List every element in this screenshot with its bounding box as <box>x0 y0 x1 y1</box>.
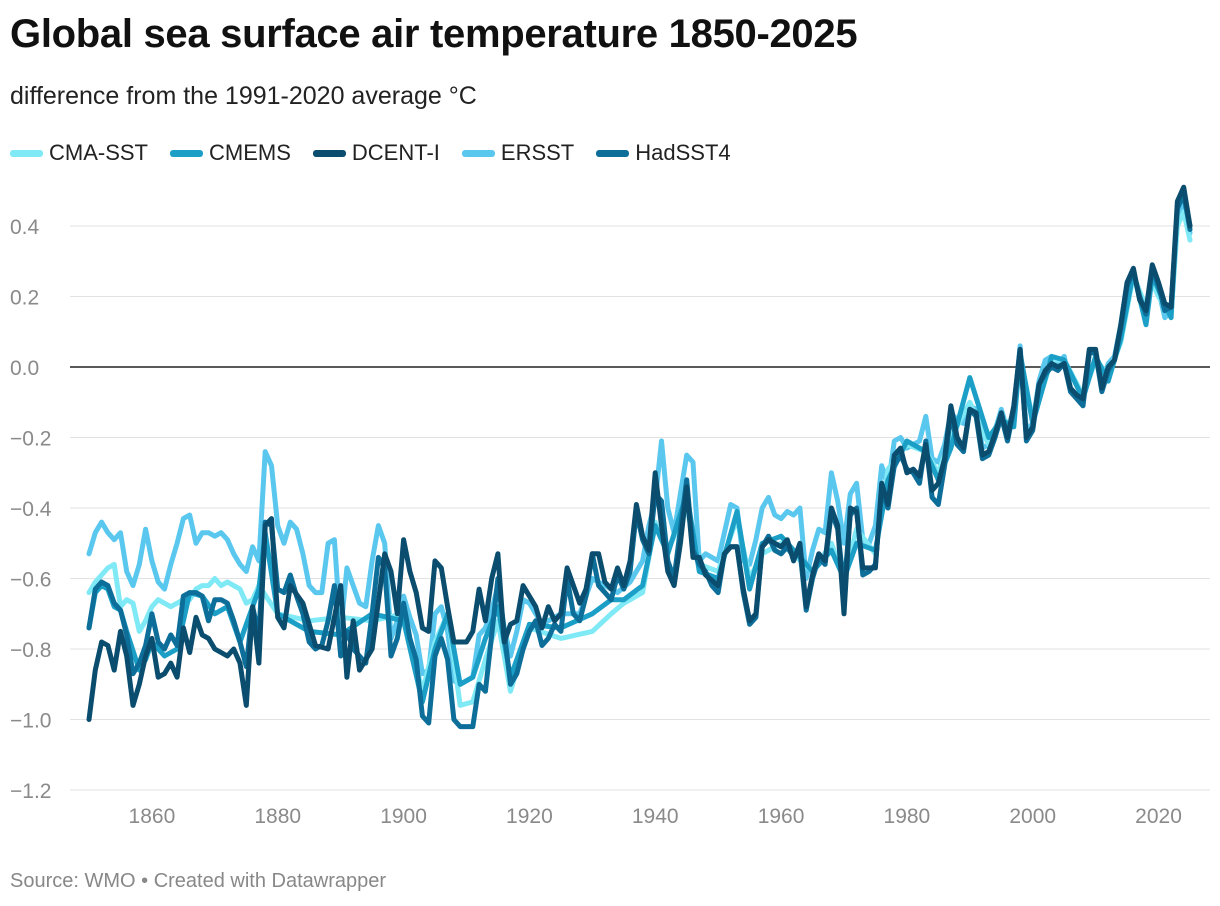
chart-title: Global sea surface air temperature 1850-… <box>10 12 858 56</box>
y-tick-label: 0.2 <box>10 287 39 310</box>
legend-label: CMA-SST <box>49 140 148 165</box>
x-tick-label: 1880 <box>254 805 301 828</box>
legend-swatch <box>461 149 495 157</box>
x-tick-label: 1960 <box>758 805 805 828</box>
x-tick-label: 2000 <box>1009 805 1056 828</box>
legend-item-dcent-i: DCENT-I <box>312 140 440 166</box>
y-tick-label: −1.0 <box>10 710 51 733</box>
y-tick-label: 0.4 <box>10 216 40 239</box>
y-tick-label: −0.2 <box>10 428 51 451</box>
x-tick-label: 1920 <box>506 805 553 828</box>
legend-swatch <box>10 149 43 157</box>
legend-swatch <box>170 149 203 157</box>
y-tick-label: 0.0 <box>10 357 39 380</box>
legend-label: DCENT-I <box>351 140 440 165</box>
x-tick-label: 1980 <box>884 805 931 828</box>
x-tick-label: 1940 <box>632 805 679 828</box>
y-tick-label: −0.6 <box>10 569 51 592</box>
x-tick-label: 1900 <box>380 805 427 828</box>
legend-label: CMEMS <box>209 140 291 165</box>
legend-item-cmems: CMEMS <box>170 140 291 166</box>
y-tick-label: −0.4 <box>10 498 52 521</box>
legend: CMA-SST CMEMS DCENT-I ERSST HadSST4 <box>10 140 753 166</box>
y-tick-label: −0.8 <box>10 639 51 662</box>
legend-item-ersst: ERSST <box>461 140 575 166</box>
legend-swatch <box>596 149 630 157</box>
y-tick-label: −1.2 <box>10 780 51 803</box>
x-tick-label: 1860 <box>129 805 176 828</box>
x-tick-label: 2020 <box>1135 805 1182 828</box>
source-credit: Source: WMO • Created with Datawrapper <box>10 870 387 892</box>
legend-swatch <box>312 149 346 157</box>
legend-label: HadSST4 <box>635 140 731 165</box>
series-line-dcent-i <box>86 184 1193 722</box>
legend-label: ERSST <box>500 140 575 165</box>
legend-item-cma-sst: CMA-SST <box>10 140 148 166</box>
legend-item-hadsst4: HadSST4 <box>596 140 731 166</box>
chart-subtitle: difference from the 1991-2020 average °C <box>10 82 477 110</box>
series-line-hadsst4 <box>86 191 1193 730</box>
